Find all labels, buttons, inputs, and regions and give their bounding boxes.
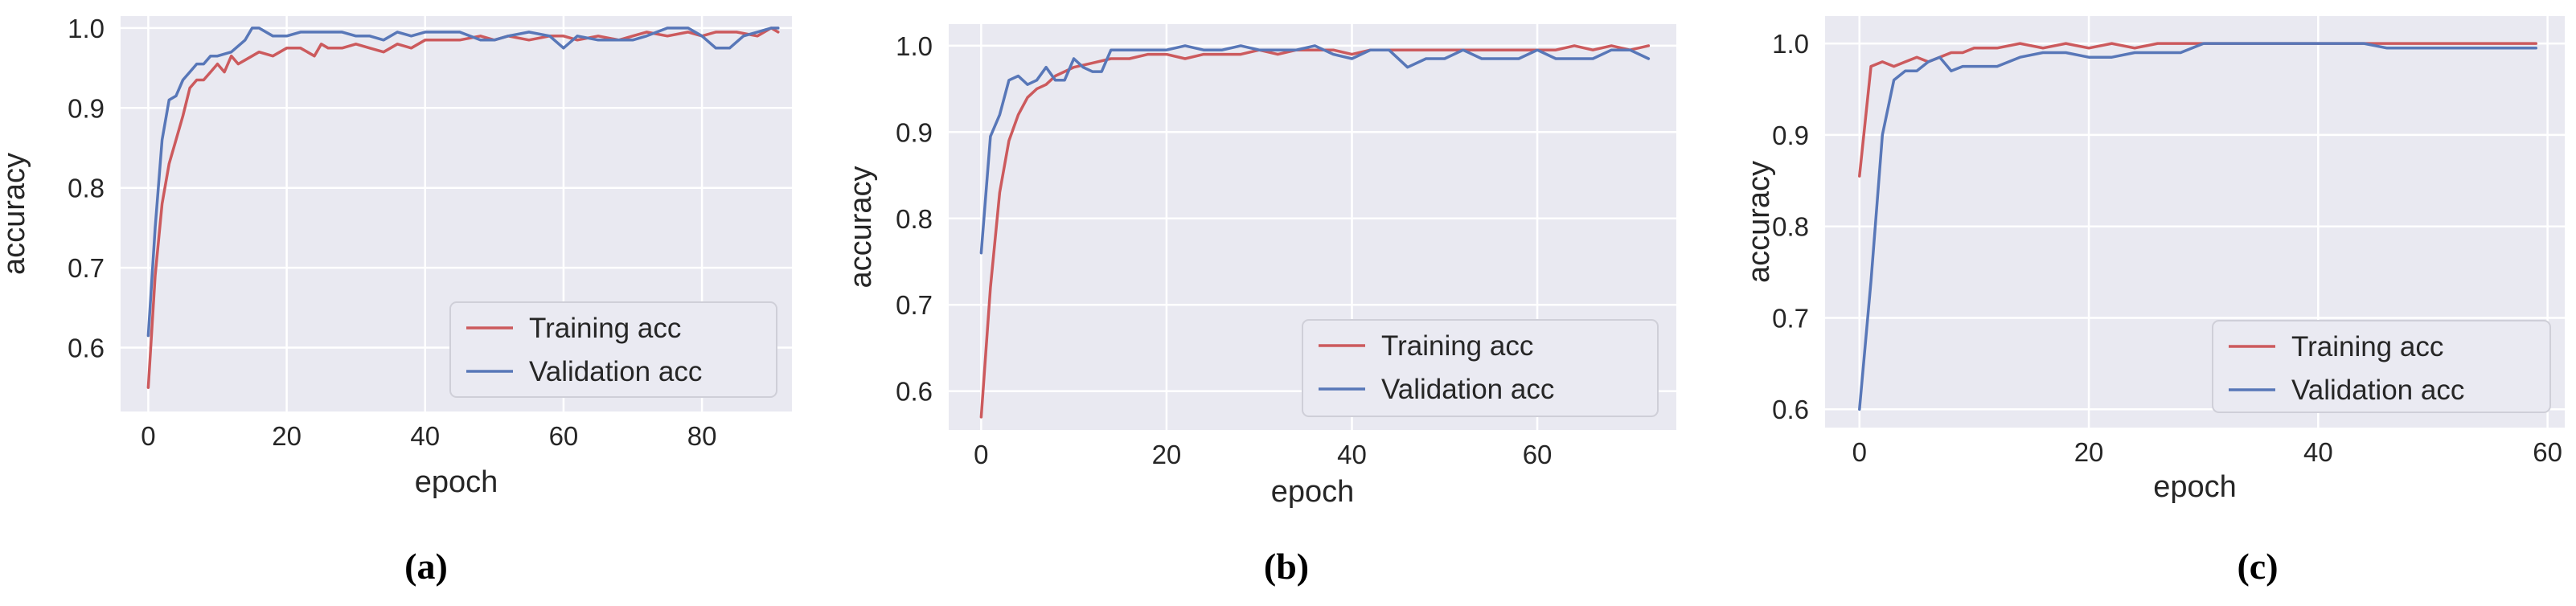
legend: Training acc Validation acc bbox=[1302, 319, 1659, 417]
y-tick-label: 0.6 bbox=[896, 377, 933, 407]
chart-panel-b: 0 20 40 60 0.6 0.7 0.8 0.9 1.0 Training acc Valida… bbox=[844, 24, 1676, 587]
legend-label-validation: Validation acc bbox=[1381, 374, 1554, 405]
panel-caption: (b) bbox=[1264, 546, 1309, 587]
y-tick-label: 0.9 bbox=[1772, 121, 1809, 150]
legend-label-validation: Validation acc bbox=[529, 356, 702, 387]
x-tick-label: 40 bbox=[1337, 440, 1367, 469]
y-tick-label: 1.0 bbox=[1772, 29, 1809, 59]
y-axis-label: accuracy bbox=[1742, 161, 1776, 283]
y-tick-label: 0.7 bbox=[896, 290, 933, 320]
y-tick-label: 0.9 bbox=[68, 93, 105, 123]
chart-panel-c: 0 20 40 60 0.6 0.7 0.8 0.9 1.0 Training acc Valida… bbox=[1742, 16, 2565, 587]
y-tick-label: 0.6 bbox=[1772, 395, 1809, 424]
y-tick-label: 0.7 bbox=[68, 253, 105, 283]
x-tick-label: 0 bbox=[974, 440, 988, 469]
y-tick-label: 0.8 bbox=[896, 204, 933, 234]
x-tick-label: 20 bbox=[1152, 440, 1182, 469]
legend-box bbox=[449, 301, 777, 398]
y-axis-label: accuracy bbox=[0, 153, 31, 275]
y-tick-label: 0.7 bbox=[1772, 303, 1809, 333]
x-axis-label: epoch bbox=[2153, 470, 2237, 504]
validation-acc-line bbox=[146, 27, 780, 338]
validation-acc-line bbox=[979, 44, 1651, 255]
training-acc-line bbox=[979, 44, 1651, 419]
x-axis-label: epoch bbox=[1271, 475, 1355, 509]
panel-caption: (c) bbox=[2237, 546, 2278, 587]
x-tick-label: 60 bbox=[2533, 437, 2562, 467]
legend: Training acc Validation acc bbox=[2212, 320, 2551, 413]
x-tick-label: 40 bbox=[410, 421, 440, 451]
legend-label-training: Training acc bbox=[1381, 330, 1533, 362]
chart-panel-a: 0 20 40 60 80 0.6 0.7 0.8 0.9 1.0 Training acc Vali… bbox=[0, 14, 792, 587]
legend-label-validation: Validation acc bbox=[2291, 375, 2464, 406]
y-tick-label: 0.8 bbox=[68, 174, 105, 203]
y-tick-label: 0.6 bbox=[68, 333, 105, 362]
x-tick-label: 80 bbox=[687, 421, 717, 451]
training-acc-line bbox=[146, 27, 780, 389]
validation-acc-line bbox=[1858, 42, 2538, 411]
panel-caption: (a) bbox=[404, 546, 448, 587]
legend-label-training: Training acc bbox=[529, 313, 681, 344]
x-tick-label: 20 bbox=[2074, 437, 2104, 467]
legend-label-training: Training acc bbox=[2291, 331, 2443, 362]
x-tick-label: 20 bbox=[272, 421, 301, 451]
y-tick-label: 1.0 bbox=[896, 31, 933, 61]
x-tick-label: 40 bbox=[2303, 437, 2333, 467]
legend-box bbox=[2212, 320, 2551, 413]
y-tick-label: 0.8 bbox=[1772, 212, 1809, 242]
x-tick-label: 0 bbox=[1852, 437, 1867, 467]
legend-box bbox=[1302, 319, 1659, 417]
training-acc-line bbox=[1858, 42, 2538, 178]
y-axis-label: accuracy bbox=[844, 166, 878, 288]
y-tick-label: 0.9 bbox=[896, 117, 933, 147]
y-tick-label: 1.0 bbox=[68, 14, 105, 43]
x-axis-label: epoch bbox=[415, 465, 498, 499]
x-tick-label: 0 bbox=[141, 421, 155, 451]
x-tick-label: 60 bbox=[549, 421, 579, 451]
x-tick-label: 60 bbox=[1523, 440, 1553, 469]
legend: Training acc Validation acc bbox=[449, 301, 777, 398]
